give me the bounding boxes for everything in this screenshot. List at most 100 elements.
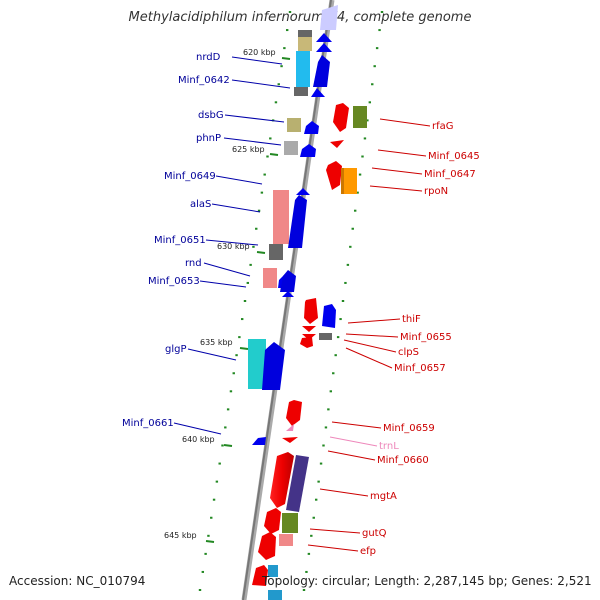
gene-label-right[interactable]: clpS [398, 347, 419, 358]
gene-label-left[interactable]: Minf_0653 [148, 276, 200, 287]
gene-label-left[interactable]: nrdD [196, 52, 221, 63]
feature-blocks [248, 30, 332, 445]
feature-Minf_0657[interactable] [300, 337, 313, 348]
kbp-tick-mark [239, 347, 249, 350]
feature-efp[interactable] [279, 534, 293, 546]
gene-label-right[interactable]: rpoN [424, 186, 448, 197]
arrow-phnP[interactable] [300, 144, 316, 157]
feature-rpoN[interactable] [343, 168, 357, 194]
feature-thiF-arrow-fwd[interactable] [322, 304, 336, 328]
gene-label-right[interactable]: Minf_0645 [428, 151, 480, 162]
feature-bottom-block[interactable] [268, 565, 278, 577]
gene-label-right[interactable]: Minf_0647 [424, 169, 476, 180]
feature-Minf_0642-end[interactable] [294, 87, 308, 96]
feature-rpoN-edge[interactable] [341, 168, 344, 194]
kbp-tick-mark [205, 540, 215, 543]
gene-label-left[interactable]: Minf_0642 [178, 75, 230, 86]
feature-thiF[interactable] [304, 298, 318, 324]
arrow-alaS-tip[interactable] [296, 188, 310, 195]
gene-label-right[interactable]: trnL [379, 441, 399, 452]
gene-label-right[interactable]: rfaG [432, 121, 454, 132]
gene-label-left[interactable]: Minf_0661 [122, 418, 174, 429]
feature-rfaG[interactable] [353, 106, 367, 128]
feature-alaS-end[interactable] [269, 244, 283, 260]
feature-Minf_0660[interactable] [282, 437, 298, 443]
feature-gutQ[interactable] [282, 513, 298, 533]
kbp-tick-label: 635 kbp [200, 338, 233, 347]
feature-Minf_0655[interactable] [302, 326, 316, 332]
gene-label-left[interactable]: Minf_0649 [164, 171, 216, 182]
feature-glgP[interactable] [248, 339, 266, 389]
leader-line-right [345, 333, 399, 338]
kbp-tick-label: 620 kbp [243, 48, 276, 57]
feature-rfaG-arrow[interactable] [333, 103, 349, 132]
feature-mgtA[interactable] [270, 452, 294, 508]
feature-Minf_0649[interactable] [273, 190, 289, 244]
gene-label-right[interactable]: mgtA [370, 491, 397, 502]
feature-Minf_0657-box[interactable] [319, 333, 332, 340]
feature-bottom-block-2[interactable] [268, 590, 282, 600]
gene-label-left[interactable]: dsbG [198, 110, 224, 121]
arrow-dsbG[interactable] [304, 121, 319, 134]
gene-label-left[interactable]: glgP [165, 344, 187, 355]
leader-line-right [369, 185, 423, 192]
feature-Minf_0647[interactable] [326, 161, 342, 190]
feature-gutQ-arrow[interactable] [264, 508, 281, 534]
leader-line-left [203, 262, 251, 277]
map-title: Methylacidiphilum infernorum V4, complet… [128, 10, 472, 25]
gene-label-right[interactable]: Minf_0655 [400, 332, 452, 343]
gene-label-left[interactable]: rnd [185, 258, 202, 269]
feature-nrdD[interactable] [298, 37, 312, 51]
gene-label-right[interactable]: Minf_0660 [377, 455, 429, 466]
feature-mgtA-block[interactable] [286, 455, 309, 512]
arrow-fwd-1[interactable] [316, 33, 332, 42]
leader-line-right [345, 347, 393, 369]
leader-line-right [327, 450, 376, 461]
gene-label-right[interactable]: thiF [402, 314, 421, 325]
arrow-Minf_0661[interactable] [252, 437, 266, 445]
feature-dsbG[interactable] [287, 118, 301, 132]
kbp-tick-label: 625 kbp [232, 145, 265, 154]
arrow-Minf_0653-end[interactable] [282, 291, 294, 297]
leader-line-right [309, 528, 361, 534]
feature-Minf_0645[interactable] [330, 140, 344, 148]
leader-line-left [231, 56, 283, 65]
leader-line-left [173, 422, 222, 435]
leader-line-right [331, 421, 382, 429]
feature-nrdD-top[interactable] [298, 30, 312, 37]
gene-label-left[interactable]: Minf_0651 [154, 235, 206, 246]
gene-label-right[interactable]: Minf_0657 [394, 363, 446, 374]
arrow-alaS[interactable] [288, 195, 307, 248]
gene-label-left[interactable]: alaS [190, 199, 211, 210]
feature-efp-arrow[interactable] [258, 532, 276, 560]
kbp-tick-label: 630 kbp [217, 242, 250, 251]
gene-label-right[interactable]: efp [360, 546, 376, 557]
feature-trnL[interactable] [286, 424, 294, 431]
gene-label-left[interactable]: phnP [196, 133, 221, 144]
arrow-fwd-4[interactable] [311, 88, 325, 97]
feature-Minf_0642[interactable] [296, 51, 310, 87]
leader-line-left [231, 79, 291, 89]
kbp-tick-mark [223, 444, 233, 447]
arrow-glgP[interactable] [262, 342, 285, 390]
gene-label-right[interactable]: gutQ [362, 528, 387, 539]
feature-Minf_0659[interactable] [286, 400, 302, 426]
accession-text: Accession: NC_010794 [9, 574, 146, 588]
leader-line-right [377, 149, 427, 157]
kbp-tick-label: 640 kbp [182, 435, 215, 444]
leader-line-left [205, 239, 259, 246]
genome-backbone [241, 0, 335, 600]
arrow-Minf_0653[interactable] [280, 270, 296, 292]
feature-rnd[interactable] [263, 268, 277, 288]
gene-label-right[interactable]: Minf_0659 [383, 423, 435, 434]
leader-line-right [347, 318, 401, 324]
arrow-fwd-3[interactable] [313, 55, 330, 87]
kbp-tick-mark [281, 57, 291, 60]
topology-text: Topology: circular; Length: 2,287,145 bp… [262, 574, 592, 588]
feature-phnP[interactable] [284, 141, 298, 155]
feature-bottom-arrow[interactable] [252, 565, 268, 586]
leader-line-right [319, 488, 369, 497]
feature-clpS[interactable] [302, 334, 316, 340]
arrow-fwd-2[interactable] [316, 43, 332, 52]
